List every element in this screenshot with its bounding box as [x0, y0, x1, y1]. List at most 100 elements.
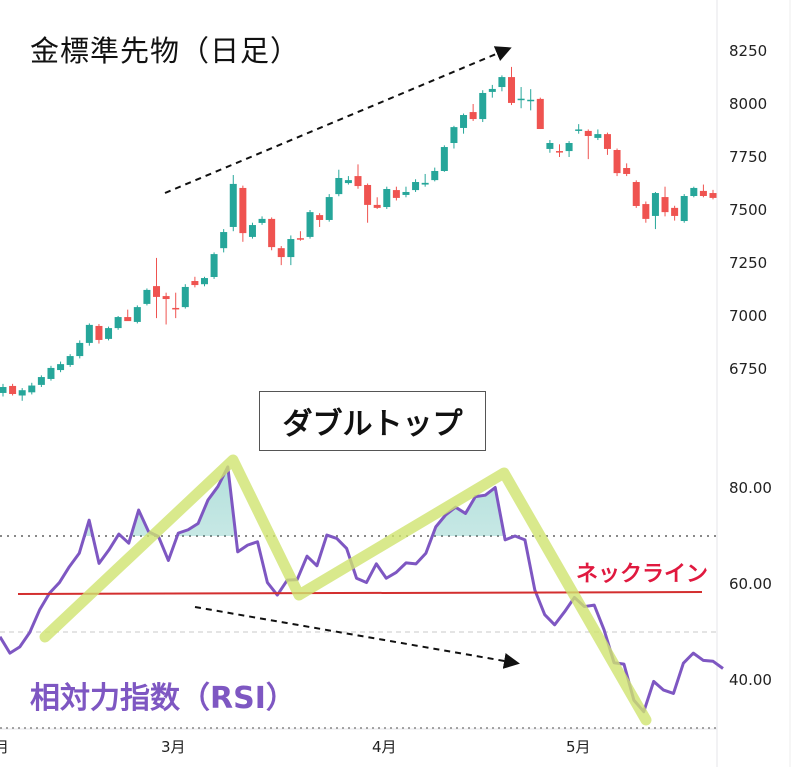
candle	[85, 323, 93, 346]
candle-body	[162, 296, 170, 300]
candle-body	[114, 317, 122, 329]
price-tick-label: 7250	[729, 254, 767, 272]
candle-body	[325, 197, 333, 220]
candle-body	[37, 377, 45, 385]
candle	[344, 176, 352, 185]
candle-body	[584, 130, 592, 137]
rsi-tick-label: 80.00	[729, 479, 772, 497]
candle-body	[527, 99, 535, 102]
candle-body	[133, 307, 141, 322]
candle-body	[210, 254, 218, 277]
candle-body	[594, 134, 602, 138]
candle-body	[239, 187, 247, 234]
candle-body	[450, 127, 458, 144]
candle	[76, 340, 84, 359]
candle-body	[95, 325, 103, 340]
candle-body	[76, 342, 84, 357]
candle-body	[9, 385, 17, 395]
price-tick-label: 7750	[729, 148, 767, 166]
candle	[296, 231, 304, 241]
candle-body	[335, 177, 343, 195]
rsi-tick-label: 40.00	[729, 671, 772, 689]
candle	[680, 194, 688, 223]
candle	[287, 235, 295, 266]
double-top-pattern-line	[39, 454, 652, 726]
candle	[690, 186, 698, 198]
candle-body	[143, 289, 151, 304]
candle-body	[613, 150, 621, 174]
candle-body	[575, 129, 583, 131]
candle-body	[268, 218, 276, 248]
candle	[191, 276, 199, 288]
candle-body	[690, 187, 698, 197]
candle-body	[181, 286, 189, 308]
candle	[527, 89, 535, 111]
candle	[402, 186, 410, 198]
candle	[671, 205, 679, 221]
candle-body	[392, 190, 400, 198]
candle	[498, 75, 506, 92]
candle-body	[296, 238, 304, 240]
candle	[229, 175, 237, 232]
candle-body	[431, 170, 439, 181]
candle	[517, 87, 525, 109]
candle	[431, 167, 439, 182]
candle	[536, 97, 544, 130]
candle	[277, 246, 285, 266]
candle	[392, 186, 400, 201]
candle	[555, 144, 563, 157]
candle-body	[191, 281, 199, 286]
candle	[354, 164, 362, 189]
candle	[709, 189, 717, 200]
candle-body	[277, 248, 285, 258]
candle	[316, 213, 324, 227]
candle	[412, 179, 420, 192]
candle-body	[661, 197, 669, 213]
neckline	[17, 591, 703, 595]
candle-body	[460, 115, 468, 128]
price-tick-label: 7500	[729, 201, 767, 219]
candle	[105, 326, 113, 341]
candle-body	[671, 207, 679, 216]
candle-body	[373, 204, 381, 208]
candle-body	[306, 212, 314, 237]
candle-body	[536, 98, 544, 130]
candle	[18, 388, 26, 401]
time-tick-label: 4月	[372, 738, 397, 756]
rsi-line	[0, 465, 724, 714]
candle	[479, 90, 487, 123]
candle	[9, 383, 17, 396]
candle	[248, 222, 256, 239]
candle	[603, 132, 611, 155]
candle	[383, 186, 391, 209]
candle-body	[498, 77, 506, 88]
candle	[258, 216, 266, 225]
candle	[469, 104, 477, 121]
candle	[239, 185, 247, 242]
candle	[584, 129, 592, 160]
candle-body	[555, 151, 563, 153]
candle-body	[0, 387, 7, 393]
candle	[699, 184, 707, 198]
price-tick-label: 8250	[729, 42, 767, 60]
candle	[57, 361, 65, 373]
candle-body	[220, 232, 228, 249]
time-tick-label: 月	[0, 738, 9, 756]
candle-body	[85, 324, 93, 343]
candle-body	[402, 191, 410, 195]
rsi-label: 相対力指数（RSI）	[30, 681, 296, 716]
candle	[364, 183, 372, 223]
candle-body	[57, 364, 65, 371]
candle	[594, 129, 602, 141]
candle-body	[18, 390, 26, 396]
candle-body	[248, 225, 256, 237]
candle	[95, 324, 103, 344]
candle	[488, 84, 496, 98]
candle	[565, 141, 573, 157]
candle-body	[632, 182, 640, 206]
candle-body	[316, 215, 324, 220]
candle-body	[517, 98, 525, 101]
candle	[143, 288, 151, 306]
candle-body	[124, 317, 132, 322]
candle-body	[229, 183, 237, 227]
